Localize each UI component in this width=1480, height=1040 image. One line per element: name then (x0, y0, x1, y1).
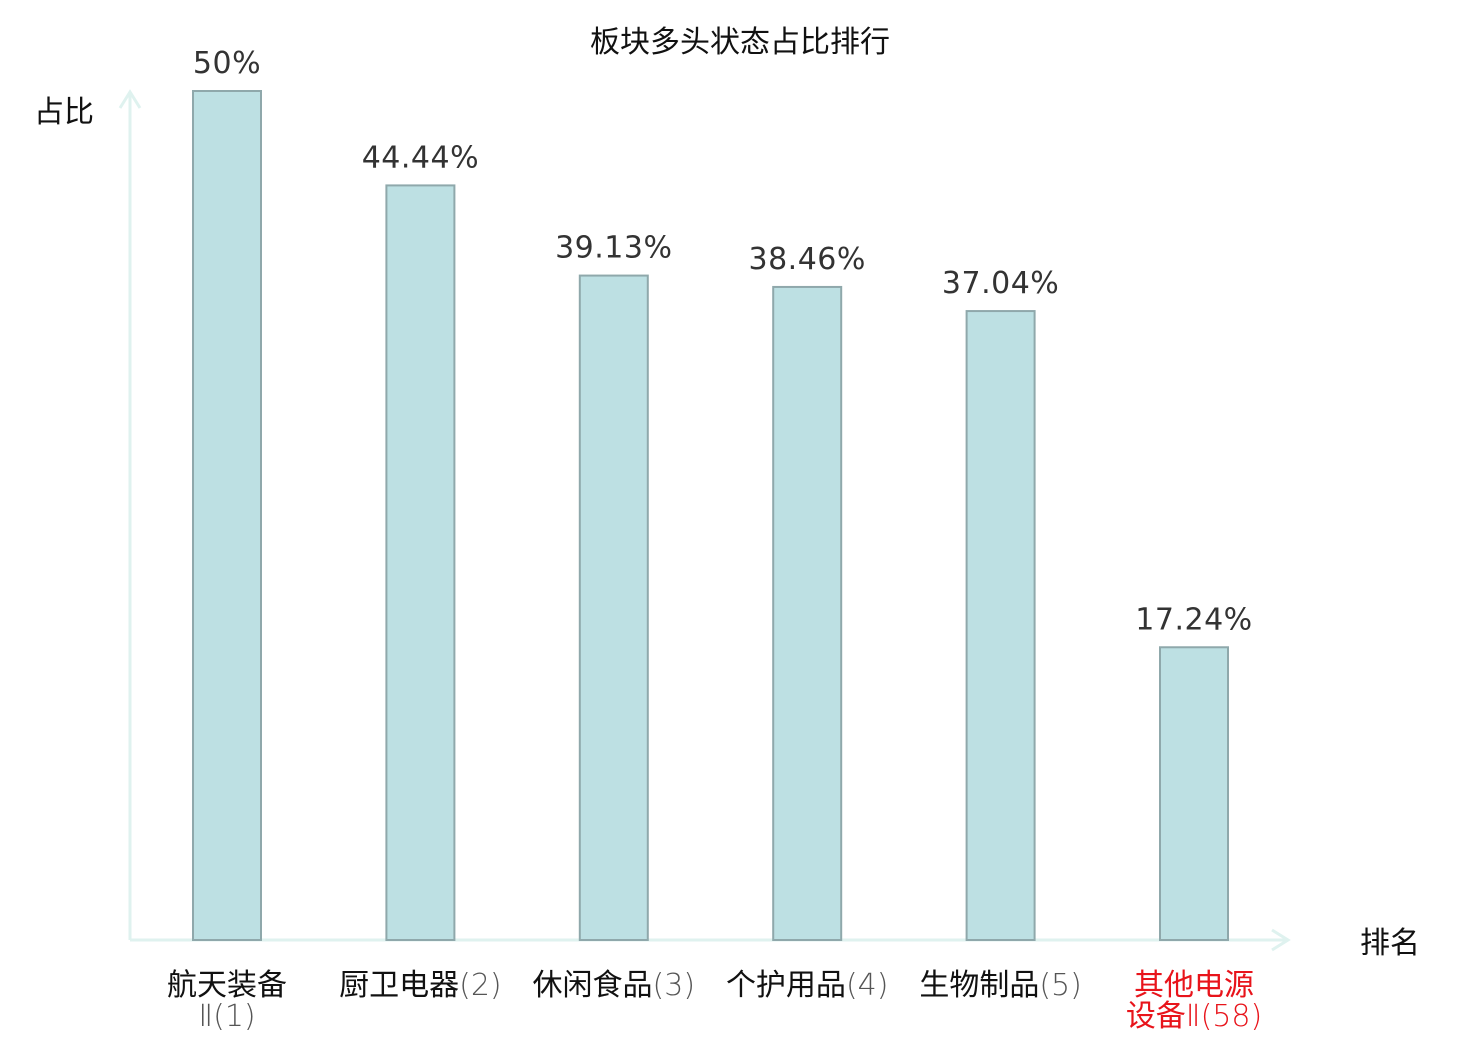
bar (965, 310, 1036, 941)
bar-value-label: 44.44% (362, 140, 479, 175)
bar-value-label: 38.46% (749, 242, 866, 277)
y-axis-arrow (118, 89, 142, 109)
axes (118, 89, 1291, 952)
chart-title: 板块多头状态占比排行 (590, 25, 890, 60)
category-rank: (2) (459, 968, 502, 1003)
category-name: 个护用品 (726, 968, 846, 1003)
category-name: 航天装备 (167, 968, 287, 1003)
category-label: 生物制品(5) (919, 968, 1082, 1003)
category-rank: Ⅱ(1) (198, 999, 255, 1034)
category-rank: (4) (846, 968, 889, 1003)
bar (192, 90, 262, 941)
bar-value-label: 17.24% (1135, 602, 1252, 637)
bar-value-label: 39.13% (555, 231, 672, 266)
category-name: 休闲食品 (533, 968, 653, 1003)
category-label: 航天装备 Ⅱ(1) (167, 968, 287, 1034)
bars-group (192, 90, 1229, 942)
x-axis-arrow (1271, 928, 1291, 952)
x-axis-label: 排名 (1360, 926, 1420, 961)
bar (772, 285, 843, 941)
bar-value-label: 50% (193, 46, 261, 81)
bar-value-label: 37.04% (942, 266, 1059, 301)
category-rank: (5) (1039, 968, 1082, 1003)
y-axis-label: 占比 (34, 95, 94, 130)
category-label: 个护用品(4) (726, 968, 889, 1003)
bar (385, 184, 456, 941)
category-label: 厨卫电器(2) (339, 968, 502, 1003)
bar (578, 274, 649, 942)
category-rank: (3) (653, 968, 696, 1003)
bar (1159, 646, 1229, 941)
category-name: 其他电源 (1134, 968, 1254, 1003)
category-name: 生物制品 (919, 968, 1039, 1003)
value-labels-group: 50% 44.44% 39.13% 38.46% 37.04% 17.24% (193, 46, 1252, 637)
category-labels-group: 航天装备 Ⅱ(1) 厨卫电器(2) 休闲食品(3) 个护用品(4) 生物制品(5) 其他电源… (167, 968, 1262, 1034)
category-label: 其他电源设备Ⅱ(58) (1126, 968, 1262, 1034)
category-rank: 设备Ⅱ(58) (1126, 999, 1262, 1034)
category-name: 厨卫电器 (339, 968, 459, 1003)
category-label: 休闲食品(3) (533, 968, 696, 1003)
